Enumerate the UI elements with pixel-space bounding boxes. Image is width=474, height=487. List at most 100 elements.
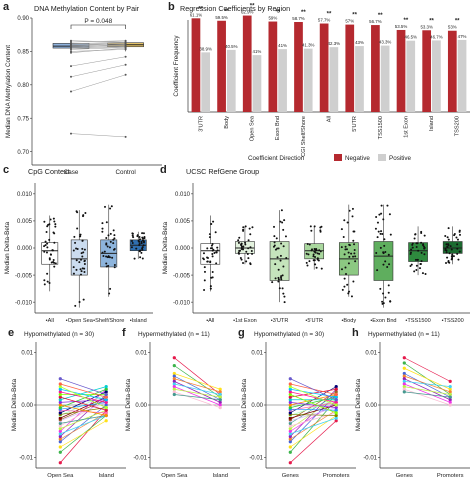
- pair-point: [402, 379, 406, 383]
- pair-line: [60, 412, 107, 440]
- jitter-point: [46, 225, 49, 228]
- jitter-point: [387, 253, 390, 256]
- jitter-point: [75, 247, 78, 250]
- jitter-point: [450, 255, 453, 258]
- pair-line: [60, 383, 107, 398]
- jitter-point: [282, 245, 285, 248]
- jitter-point: [413, 237, 416, 240]
- chart-title-d: UCSC RefGene Group: [186, 167, 259, 176]
- jitter-point: [283, 295, 286, 298]
- jitter-point: [282, 265, 285, 268]
- jitter-point: [445, 261, 448, 264]
- jitter-point: [142, 232, 145, 235]
- jitter-point: [423, 253, 426, 256]
- jitter-point: [239, 249, 242, 252]
- jitter-point: [449, 245, 452, 248]
- pair-point: [104, 390, 108, 394]
- pair-point: [334, 400, 338, 404]
- jitter-point: [313, 248, 316, 251]
- jitter-point: [380, 204, 383, 207]
- jitter-point: [43, 250, 46, 253]
- pair-point: [124, 55, 127, 58]
- pair-point: [288, 385, 292, 389]
- jitter-point: [281, 274, 284, 277]
- jitter-point: [389, 300, 392, 303]
- jitter-point: [345, 248, 348, 251]
- jitter-point: [138, 238, 141, 241]
- jitter-point: [346, 283, 349, 286]
- jitter-point: [384, 296, 387, 299]
- y-tick-label: -0.010: [15, 300, 33, 306]
- jitter-point: [424, 272, 427, 275]
- bar-positive: [329, 47, 339, 112]
- jitter-point: [113, 248, 116, 251]
- pair-line: [60, 399, 107, 403]
- bar-positive: [201, 52, 211, 112]
- jitter-point: [376, 236, 379, 239]
- jitter-point: [106, 245, 109, 248]
- jitter-point: [417, 249, 420, 252]
- jitter-point: [415, 268, 418, 271]
- pair-point: [124, 63, 127, 66]
- x-tick-label: Exon Bnd: [275, 116, 281, 140]
- jitter-point: [44, 244, 47, 247]
- jitter-point: [53, 220, 56, 223]
- jitter-point: [342, 235, 345, 238]
- pair-line: [60, 407, 107, 415]
- x-tick-label: Island: [98, 473, 113, 479]
- jitter-point: [248, 227, 251, 230]
- jitter-point: [452, 255, 455, 258]
- y-tick-label: 0.01: [135, 351, 147, 357]
- pair-point: [334, 385, 338, 389]
- chart-title-h: Hypermethylated (n = 11): [368, 331, 440, 338]
- jitter-point: [305, 252, 308, 255]
- jitter-point: [45, 230, 48, 233]
- jitter-point: [51, 249, 54, 252]
- jitter-point: [285, 257, 288, 260]
- pair-line: [70, 44, 126, 47]
- jitter-point: [340, 268, 343, 271]
- pair-point: [124, 73, 127, 76]
- pair-point: [288, 390, 292, 394]
- jitter-point: [352, 255, 355, 258]
- jitter-point: [79, 273, 82, 276]
- jitter-point: [376, 269, 379, 272]
- jitter-point: [81, 239, 84, 242]
- x-tick-label: Body: [224, 116, 230, 129]
- jitter-point: [208, 236, 211, 239]
- pair-point: [334, 406, 338, 410]
- pair-point: [448, 392, 452, 397]
- pair-point: [172, 385, 176, 389]
- jitter-point: [45, 251, 48, 254]
- jitter-point: [277, 280, 280, 283]
- jitter-point: [306, 243, 309, 246]
- jitter-point: [420, 241, 423, 244]
- jitter-point: [210, 244, 213, 247]
- pair-point: [288, 450, 292, 454]
- pair-point: [218, 387, 222, 391]
- jitter-point: [379, 287, 382, 290]
- jitter-point: [456, 247, 459, 250]
- pair-point: [58, 434, 62, 439]
- jitter-point: [53, 241, 56, 244]
- pair-point: [402, 385, 406, 389]
- pair-point: [218, 403, 222, 407]
- panel-letter-c: c: [3, 164, 9, 176]
- pair-point: [58, 403, 62, 407]
- jitter-point: [423, 234, 426, 237]
- jitter-point: [237, 239, 240, 242]
- jitter-point: [202, 258, 205, 261]
- jitter-point: [319, 226, 322, 229]
- pair-point: [172, 371, 176, 376]
- pair-line: [70, 47, 126, 50]
- jitter-point: [279, 259, 282, 262]
- x-tick-label: TSS200: [455, 116, 461, 136]
- jitter-point: [43, 245, 46, 248]
- jitter-point: [240, 247, 243, 250]
- jitter-point: [107, 256, 110, 259]
- y-tick-label: -0.010: [173, 300, 191, 306]
- pair-point: [334, 413, 338, 418]
- jitter-point: [284, 235, 287, 238]
- jitter-point: [138, 235, 141, 238]
- x-tick-label: •5'UTR: [305, 318, 323, 324]
